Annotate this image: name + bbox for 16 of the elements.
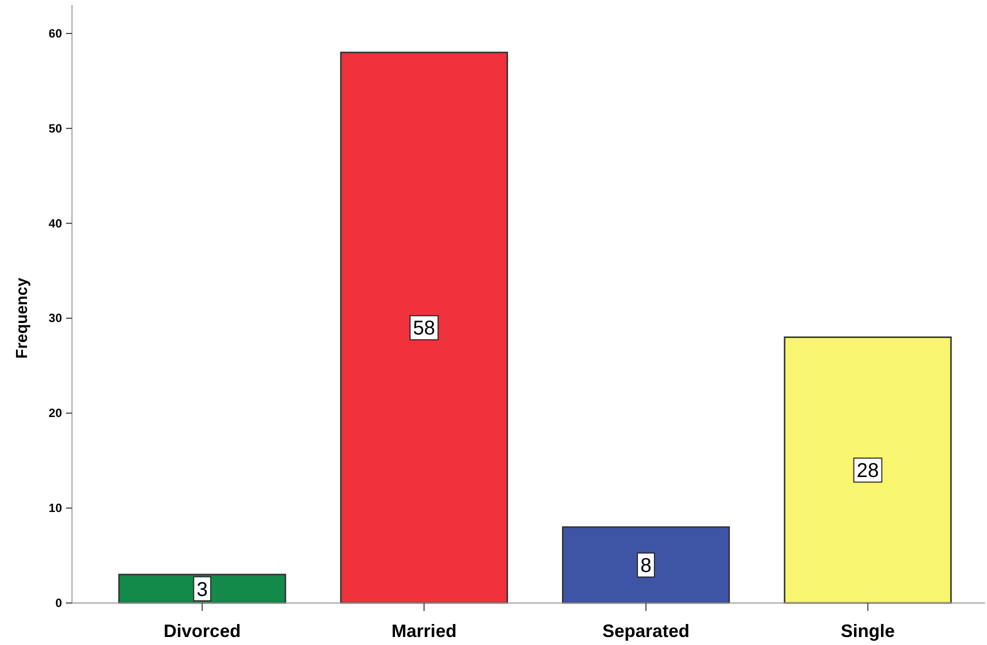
data-label: 58 [412, 318, 436, 340]
data-label: 8 [640, 555, 652, 578]
x-tick-label: Divorced [164, 621, 241, 641]
y-tick-label: 60 [48, 26, 62, 40]
y-tick-label: 40 [48, 216, 62, 230]
data-label: 3 [196, 578, 208, 601]
y-tick-label: 30 [48, 311, 62, 326]
y-axis-title: Frequency [14, 278, 31, 359]
y-tick-label: 20 [48, 406, 62, 420]
y-tick-label: 50 [48, 121, 62, 136]
x-tick-label: Separated [602, 621, 690, 641]
y-tick-label: 10 [48, 501, 62, 516]
x-tick-label: Married [392, 621, 457, 641]
x-tick-label: Single [840, 621, 895, 641]
data-label: 28 [856, 460, 879, 482]
y-tick-label: 0 [55, 596, 62, 610]
